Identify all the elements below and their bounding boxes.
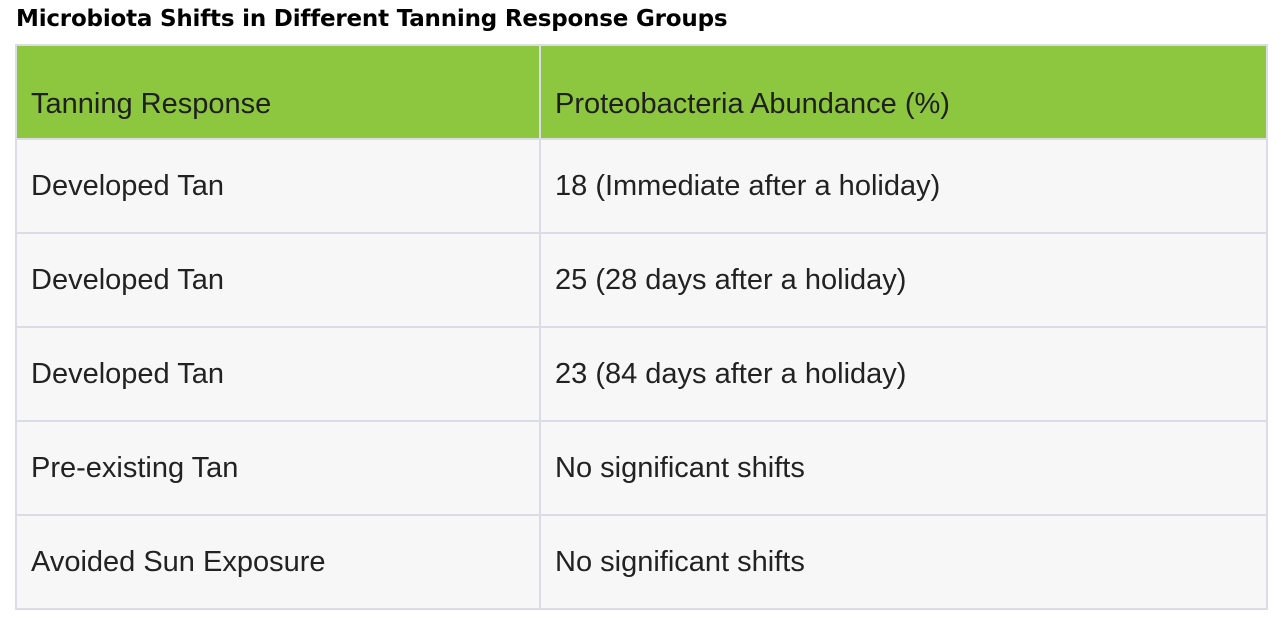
cell-tanning-response: Pre-existing Tan <box>15 420 541 516</box>
column-header-proteobacteria-abundance: Proteobacteria Abundance (%) <box>539 44 1268 140</box>
cell-tanning-response: Avoided Sun Exposure <box>15 514 541 610</box>
table-title: Microbiota Shifts in Different Tanning R… <box>16 6 728 32</box>
cell-proteobacteria-abundance: 18 (Immediate after a holiday) <box>539 138 1268 234</box>
header-row: Tanning Response Proteobacteria Abundanc… <box>15 44 1268 140</box>
column-header-tanning-response: Tanning Response <box>15 44 541 140</box>
cell-proteobacteria-abundance: No significant shifts <box>539 514 1268 610</box>
table-row: Avoided Sun Exposure No significant shif… <box>15 514 1268 610</box>
table-header: Tanning Response Proteobacteria Abundanc… <box>15 44 1268 140</box>
table-row: Developed Tan 23 (84 days after a holida… <box>15 326 1268 422</box>
cell-tanning-response: Developed Tan <box>15 326 541 422</box>
cell-tanning-response: Developed Tan <box>15 138 541 234</box>
cell-tanning-response: Developed Tan <box>15 232 541 328</box>
table-row: Developed Tan 25 (28 days after a holida… <box>15 232 1268 328</box>
cell-proteobacteria-abundance: No significant shifts <box>539 420 1268 516</box>
cell-proteobacteria-abundance: 23 (84 days after a holiday) <box>539 326 1268 422</box>
data-table: Tanning Response Proteobacteria Abundanc… <box>15 44 1268 610</box>
table-body: Developed Tan 18 (Immediate after a holi… <box>15 138 1268 610</box>
table-row: Pre-existing Tan No significant shifts <box>15 420 1268 516</box>
cell-proteobacteria-abundance: 25 (28 days after a holiday) <box>539 232 1268 328</box>
table-row: Developed Tan 18 (Immediate after a holi… <box>15 138 1268 234</box>
